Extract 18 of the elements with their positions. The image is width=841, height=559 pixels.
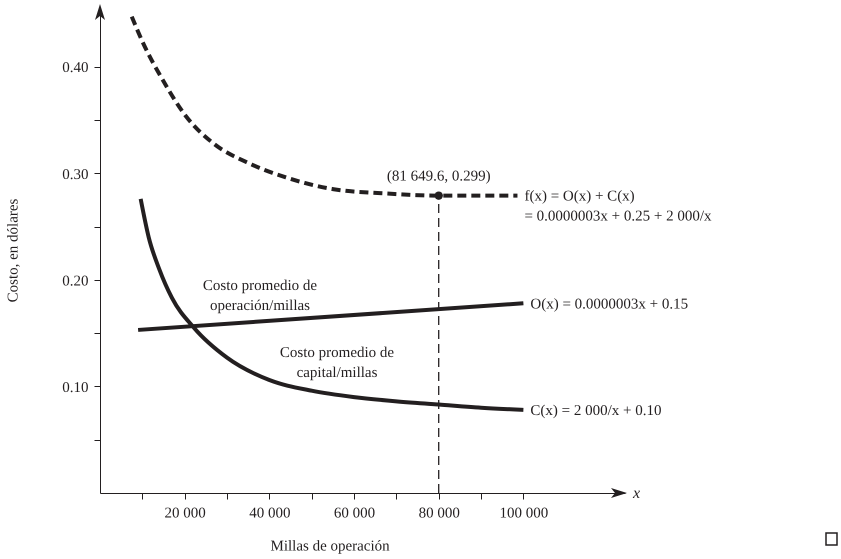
y-tick-label: 0.30 xyxy=(62,166,88,183)
y-axis-title: Costo, en dólares xyxy=(6,198,22,302)
y-tick-label: 0.40 xyxy=(62,60,88,76)
y-tick-label: 0.10 xyxy=(62,380,88,396)
text: x xyxy=(632,485,640,502)
x-tick-label: 60 000 xyxy=(334,506,376,522)
annotation: (81 649.6, 0.299) xyxy=(386,168,491,185)
series-label: C(x) = 2 000/x + 0.10 xyxy=(530,402,662,419)
x-tick-label: 100 000 xyxy=(500,506,548,522)
x-tick-label: 40 000 xyxy=(249,506,290,522)
x-tick-label: 20 000 xyxy=(164,506,206,522)
annotation: Costo promedio de capital/millas xyxy=(280,345,394,381)
series-label: O(x) = 0.0000003x + 0.15 xyxy=(530,296,688,312)
x-tick-label: 80 000 xyxy=(418,506,460,522)
annotation: Costo promedio de operación/millas xyxy=(202,278,318,314)
y-tick-label: 0.20 xyxy=(62,273,88,290)
x-axis-title: Millas de operación xyxy=(270,538,390,554)
series-label: f(x) = O(x) + C(x) = 0.0000003x + 0.25 + 2 000/x xyxy=(524,188,712,225)
